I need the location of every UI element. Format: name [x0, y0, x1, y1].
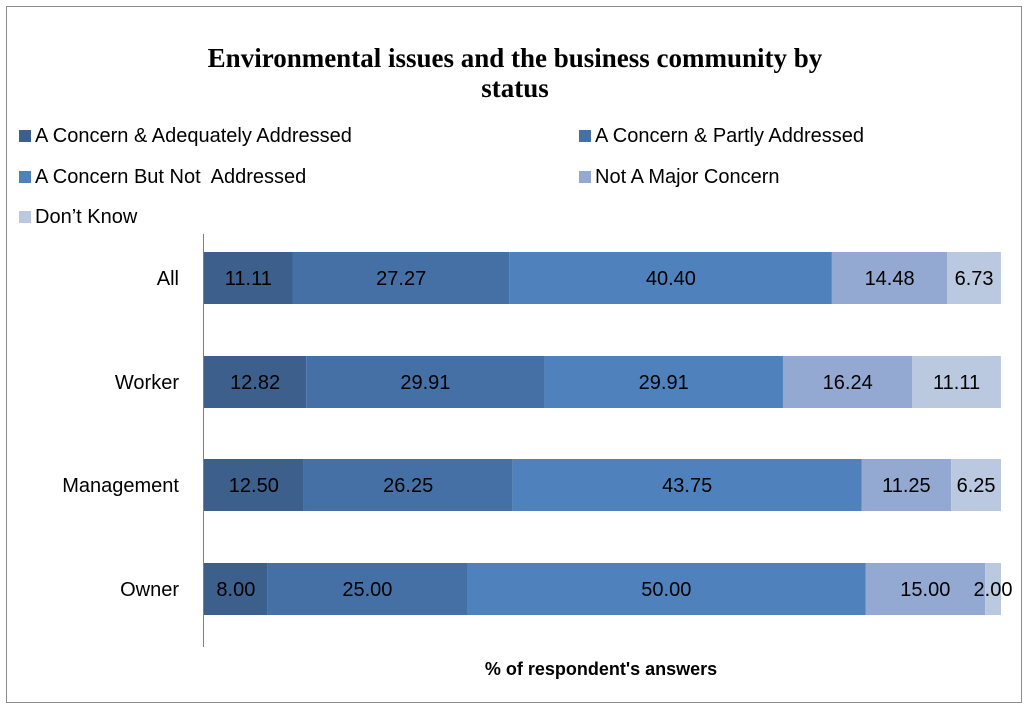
x-axis-title: % of respondent's answers — [485, 659, 717, 679]
data-label-owner-3: 15.00 — [900, 579, 950, 601]
data-label-worker-0: 12.82 — [230, 372, 280, 394]
data-label-management-0: 12.50 — [229, 475, 279, 497]
y-tick-label-all: All — [157, 268, 179, 290]
data-label-all-3: 14.48 — [865, 268, 915, 290]
data-label-worker-4: 11.11 — [933, 372, 980, 394]
data-label-management-4: 6.25 — [957, 475, 996, 497]
data-label-all-1: 27.27 — [376, 268, 426, 290]
y-tick-label-worker: Worker — [115, 372, 179, 394]
data-label-all-4: 6.73 — [955, 268, 994, 290]
data-label-all-0: 11.11 — [225, 268, 272, 290]
bars-layer: All 11.11 27.27 40.40 14.48 6.73 Worker 12.82 29… — [62, 252, 1012, 615]
data-label-owner-1: 25.00 — [342, 579, 392, 601]
data-label-owner-0: 8.00 — [216, 579, 255, 601]
data-label-management-3: 11.25 — [882, 475, 931, 497]
bar-plot: All 11.11 27.27 40.40 14.48 6.73 Worker 12.82 29… — [7, 7, 1023, 704]
data-label-owner-2: 50.00 — [641, 579, 691, 601]
y-tick-label-management: Management — [62, 475, 179, 497]
data-label-worker-2: 29.91 — [639, 372, 689, 394]
data-label-worker-1: 29.91 — [400, 372, 450, 394]
data-label-management-1: 26.25 — [383, 475, 433, 497]
data-label-management-2: 43.75 — [662, 475, 712, 497]
data-label-all-2: 40.40 — [646, 268, 696, 290]
data-label-worker-3: 16.24 — [823, 372, 873, 394]
chart-frame: Environmental issues and the business co… — [6, 6, 1022, 703]
data-label-owner-4: 2.00 — [974, 579, 1013, 601]
y-tick-label-owner: Owner — [120, 579, 179, 601]
